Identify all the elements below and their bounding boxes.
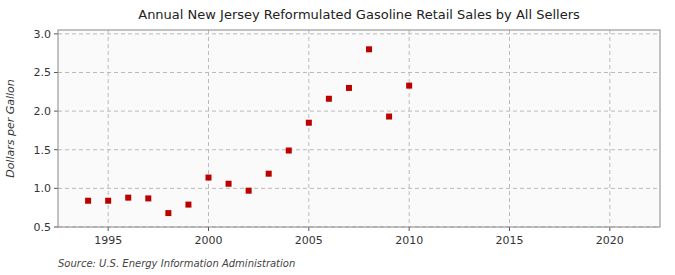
x-grid-line bbox=[208, 30, 209, 227]
y-tick-label: 0.5 bbox=[34, 221, 52, 234]
x-tick bbox=[409, 227, 410, 231]
point bbox=[266, 171, 272, 177]
x-tick bbox=[208, 227, 209, 231]
y-grid-line bbox=[58, 72, 660, 73]
point bbox=[306, 120, 312, 126]
y-tick-label: 2.5 bbox=[34, 66, 52, 79]
point bbox=[406, 83, 412, 89]
point bbox=[185, 202, 191, 208]
x-tick-label: 2010 bbox=[395, 234, 423, 247]
marks bbox=[85, 46, 412, 216]
point bbox=[366, 46, 372, 52]
point bbox=[85, 198, 91, 204]
chart: 1995 2000 2005 2010 2015 2020 0.5 1.0 1.5 2.0 2.5 3… bbox=[0, 0, 675, 275]
y-grid-line bbox=[58, 33, 660, 34]
y-tick bbox=[54, 149, 58, 150]
y-tick bbox=[54, 111, 58, 112]
x-tick bbox=[509, 227, 510, 231]
x-grid-line bbox=[609, 30, 610, 227]
x-tick bbox=[308, 227, 309, 231]
y-tick-label: 3.0 bbox=[34, 28, 52, 41]
source-annotation: Source: U.S. Energy Information Administ… bbox=[58, 258, 295, 269]
point bbox=[105, 198, 111, 204]
y-tick bbox=[54, 33, 58, 34]
plot-frame bbox=[58, 30, 660, 227]
point bbox=[145, 195, 151, 201]
x-grid-line bbox=[108, 30, 109, 227]
y-grid-line bbox=[58, 188, 660, 189]
point bbox=[226, 181, 232, 187]
x-tick-label: 2000 bbox=[195, 234, 223, 247]
x-tick-label: 2020 bbox=[596, 234, 624, 247]
chart-container: 1995 2000 2005 2010 2015 2020 0.5 1.0 1.5 2.0 2.5 3… bbox=[0, 0, 675, 275]
title: Annual New Jersey Reformulated Gasoline … bbox=[138, 7, 580, 22]
point bbox=[165, 210, 171, 216]
y-grid-line bbox=[58, 149, 660, 150]
y-tick-label: 1.0 bbox=[34, 182, 52, 195]
point bbox=[386, 114, 392, 120]
x-tick bbox=[108, 227, 109, 231]
x-tick-label: 1995 bbox=[94, 234, 122, 247]
point bbox=[346, 85, 352, 91]
x-grid-line bbox=[509, 30, 510, 227]
plot-area bbox=[58, 30, 660, 227]
y-tick bbox=[54, 72, 58, 73]
point bbox=[286, 148, 292, 154]
point bbox=[125, 195, 131, 201]
y-tick bbox=[54, 227, 58, 228]
y-tick-label: 1.5 bbox=[34, 144, 52, 157]
x-tick-label: 2015 bbox=[496, 234, 524, 247]
x-tick-label: 2005 bbox=[295, 234, 323, 247]
grid bbox=[58, 30, 660, 227]
y-tick-label: 2.0 bbox=[34, 105, 52, 118]
y-axis-label: Dollars per Gallon bbox=[4, 79, 17, 178]
x-grid-line bbox=[409, 30, 410, 227]
x-tick bbox=[609, 227, 610, 231]
point bbox=[246, 188, 252, 194]
point bbox=[326, 96, 332, 102]
point bbox=[206, 175, 212, 181]
x-grid-line bbox=[308, 30, 309, 227]
y-grid-line bbox=[58, 111, 660, 112]
y-tick bbox=[54, 188, 58, 189]
